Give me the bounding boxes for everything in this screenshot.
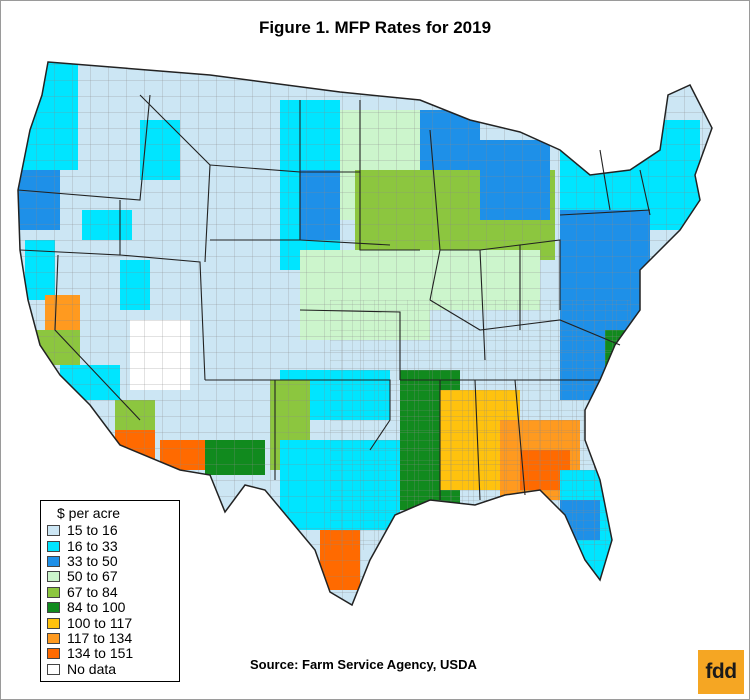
map-legend: $ per acre 15 to 16 16 to 33 33 to 50 50 to… xyxy=(40,500,180,682)
legend-label: 84 to 100 xyxy=(67,599,126,616)
legend-rows: 15 to 16 16 to 33 33 to 50 50 to 67 67 to 84… xyxy=(47,523,173,677)
legend-item: No data xyxy=(47,660,173,677)
legend-swatch xyxy=(47,663,60,675)
legend-label: No data xyxy=(67,660,117,677)
legend-swatch xyxy=(47,525,60,537)
legend-item: 16 to 33 xyxy=(47,538,173,553)
farmdoc-logo[interactable]: fdd xyxy=(698,650,744,694)
legend-item: 15 to 16 xyxy=(47,523,173,538)
legend-item: 33 to 50 xyxy=(47,552,173,569)
us-outline xyxy=(17,61,713,607)
legend-swatch xyxy=(47,571,60,583)
legend-item: 50 to 67 xyxy=(47,569,173,584)
legend-swatch xyxy=(47,632,60,644)
legend-label: 50 to 67 xyxy=(67,568,118,585)
legend-item: 134 to 151 xyxy=(47,646,173,661)
legend-swatch xyxy=(47,586,60,598)
legend-label: 134 to 151 xyxy=(67,645,134,662)
legend-label: 117 to 134 xyxy=(67,629,133,646)
legend-swatch xyxy=(47,555,60,567)
legend-swatch xyxy=(47,602,60,614)
legend-label: 16 to 33 xyxy=(67,537,118,554)
legend-item: 84 to 100 xyxy=(47,600,173,615)
legend-label: 33 to 50 xyxy=(67,552,118,569)
legend-title: $ per acre xyxy=(57,505,121,521)
state-borders xyxy=(17,94,651,501)
legend-label: 67 to 84 xyxy=(67,583,118,600)
legend-item: 117 to 134 xyxy=(47,629,173,646)
legend-swatch xyxy=(47,617,60,629)
legend-item: 67 to 84 xyxy=(47,583,173,600)
legend-item: 100 to 117 xyxy=(47,615,173,630)
source-note: Source: Farm Service Agency, USDA xyxy=(250,657,477,672)
legend-label: 100 to 117 xyxy=(67,614,133,631)
figure-title: Figure 1. MFP Rates for 2019 xyxy=(258,18,492,37)
legend-swatch xyxy=(47,540,60,552)
legend-swatch xyxy=(47,648,60,660)
legend-label: 15 to 16 xyxy=(67,522,118,539)
